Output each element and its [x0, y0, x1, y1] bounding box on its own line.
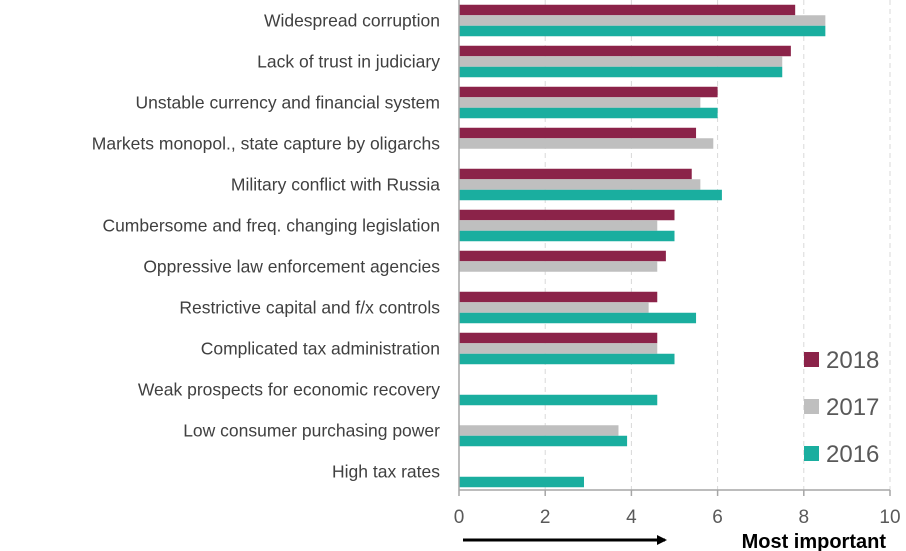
legend-swatch-2018	[804, 352, 819, 367]
legend-swatch-2017	[804, 399, 819, 414]
bar-2016	[459, 394, 658, 406]
x-tick-label: 2	[540, 507, 551, 528]
category-labels: Widespread corruption Lack of trust in ju…	[92, 11, 441, 482]
bar-2018	[459, 86, 718, 98]
legend-label-2016: 2016	[826, 441, 879, 468]
legend-label-2017: 2017	[826, 394, 879, 421]
category-label: Widespread corruption	[264, 11, 440, 31]
bar-2016	[459, 25, 826, 37]
bar-2018	[459, 332, 658, 344]
bar-2018	[459, 250, 666, 262]
x-tick-label: 4	[626, 507, 637, 528]
category-label: Cumbersome and freq. changing legislatio…	[102, 216, 440, 236]
category-label: Low consumer purchasing power	[183, 421, 440, 441]
bar-2017	[459, 261, 658, 272]
bar-2016	[459, 66, 783, 78]
category-label: Markets monopol., state capture by oliga…	[92, 134, 440, 154]
annotation: Most important	[463, 531, 886, 551]
bar-2017	[459, 302, 649, 313]
x-tick-label: 0	[454, 507, 465, 528]
category-label: Weak prospects for economic recovery	[138, 380, 440, 400]
bar-2017	[459, 15, 826, 26]
bar-2018	[459, 168, 692, 180]
bars	[459, 4, 826, 488]
bar-2017	[459, 56, 783, 67]
bar-2016	[459, 353, 675, 365]
bar-2016	[459, 312, 697, 324]
legend-label-2018: 2018	[826, 347, 879, 374]
bar-2017	[459, 179, 701, 190]
legend: 2018 2017 2016	[804, 347, 879, 468]
bar-2017	[459, 97, 701, 108]
bar-2016	[459, 230, 675, 242]
category-label: Unstable currency and financial system	[136, 93, 440, 113]
category-label: Military conflict with Russia	[231, 175, 440, 195]
bar-2016	[459, 435, 628, 447]
bar-2017	[459, 425, 619, 436]
bar-2017	[459, 343, 658, 354]
category-label: High tax rates	[332, 462, 440, 482]
bar-2016	[459, 476, 584, 488]
bar-2016	[459, 107, 718, 119]
bar-2017	[459, 220, 658, 231]
legend-swatch-2016	[804, 446, 819, 461]
bar-2018	[459, 4, 796, 16]
bar-2018	[459, 45, 791, 57]
bar-2018	[459, 291, 658, 303]
bar-2016	[459, 189, 722, 201]
tick-labels: 0 2 4 6 8 10	[454, 507, 901, 528]
most-important-label: Most important	[742, 531, 887, 551]
category-label: Restrictive capital and f/x controls	[179, 298, 440, 318]
category-label: Complicated tax administration	[201, 339, 440, 359]
x-tick-label: 10	[879, 507, 900, 528]
bar-2018	[459, 209, 675, 221]
bar-2018	[459, 127, 697, 139]
bar-2017	[459, 138, 714, 149]
axes	[458, 0, 891, 496]
x-tick-label: 6	[712, 507, 723, 528]
x-tick-label: 8	[799, 507, 810, 528]
category-label: Oppressive law enforcement agencies	[143, 257, 440, 277]
gridlines	[544, 0, 891, 490]
category-label: Lack of trust in judiciary	[257, 52, 440, 72]
